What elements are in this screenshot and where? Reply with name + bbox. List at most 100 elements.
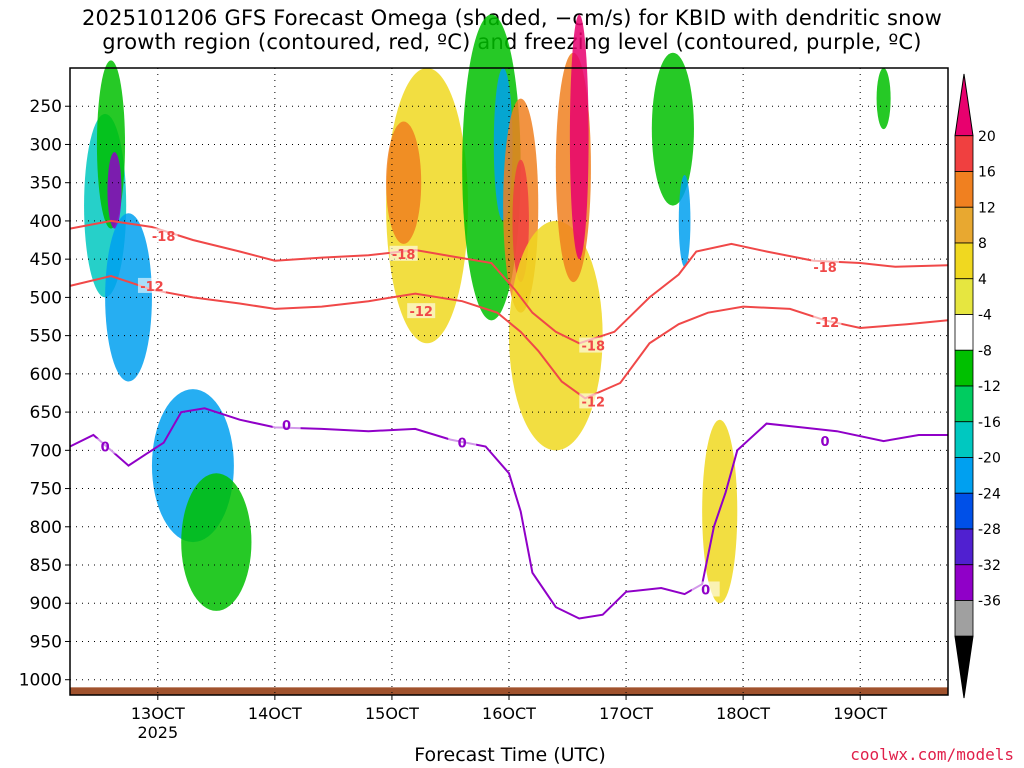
colorbar-segment: [954, 421, 974, 458]
colorbar-segment: [954, 528, 974, 566]
contour-freezing-level: [69, 407, 948, 620]
contour-label-bg: [272, 417, 301, 433]
x-tick-label: 17OCT: [599, 704, 653, 723]
omega-region-3: [105, 213, 152, 382]
colorbar-label: -24: [978, 486, 1001, 502]
colorbar-bottom-arrow: [954, 635, 974, 699]
x-tick-label: 15OCT: [365, 704, 419, 723]
chart-title-line-1: 2025101206 GFS Forecast Omega (shaded, −…: [81, 6, 943, 30]
grid: [70, 68, 948, 695]
colorbar-label: 16: [978, 165, 996, 181]
contour-label-bg: [813, 313, 842, 329]
colorbar-segment: [954, 457, 974, 494]
contour-label-bg: [579, 393, 608, 409]
contour-label-bg: [811, 433, 840, 449]
x-tick-label: 18OCT: [716, 704, 770, 723]
x-tick-label: 14OCT: [248, 704, 302, 723]
omega-region-16: [678, 175, 691, 267]
x-axis-label: Forecast Time (UTC): [414, 744, 606, 766]
contour-label-bg: [448, 434, 477, 450]
contour-label-bg: [691, 581, 720, 597]
ground-strip: [70, 687, 948, 695]
contour-label-freezing-level: 0: [282, 419, 291, 434]
contour-label-dgz-minus12: -12: [409, 305, 433, 320]
colorbar-label: 4: [978, 272, 987, 288]
contour-dgz-minus12: [69, 274, 949, 400]
colorbar-label: -20: [978, 451, 1001, 467]
omega-region-18: [876, 68, 891, 130]
omega-region-7: [386, 121, 422, 244]
contour-label-bg: [579, 337, 608, 353]
omega-region-14: [569, 14, 589, 260]
x-tick-label: 13OCT: [131, 704, 185, 723]
contour-label-freezing-level: 0: [701, 583, 710, 598]
x-tick-label: 16OCT: [482, 704, 536, 723]
colorbar-label: -16: [978, 415, 1001, 431]
colorbar-label: 8: [978, 236, 987, 252]
contour-label-bg: [91, 438, 120, 454]
colorbar-segment: [954, 564, 974, 601]
contour-label-dgz-minus18: -18: [152, 230, 176, 245]
omega-region-5: [181, 473, 252, 611]
y-tick-label: 550: [30, 327, 62, 347]
contour-label-dgz-minus12: -12: [140, 280, 164, 295]
contour-label-bg: [811, 258, 840, 274]
colorbar-label: 12: [978, 200, 996, 216]
contour-label-freezing-level: 0: [101, 440, 110, 455]
contour-label-bg: [407, 303, 436, 319]
contour-label-freezing-level: 0: [821, 435, 830, 450]
contour-label-freezing-level: 0: [458, 437, 467, 452]
colorbar-segment: [954, 242, 974, 280]
colorbar-label: -4: [978, 308, 992, 324]
contour-label-dgz-minus12: -12: [582, 395, 606, 410]
y-tick-label: 300: [30, 135, 62, 155]
colorbar-label: -32: [978, 558, 1001, 574]
y-tick-label: 750: [30, 480, 62, 500]
chart-title: 2025101206 GFS Forecast Omega (shaded, −…: [0, 6, 1024, 54]
colorbar-segment: [954, 278, 974, 315]
source-credit[interactable]: coolwx.com/models: [850, 745, 1014, 764]
contours: -18 -18 -18 -18 -12 -12 -12 -12 0 0 0 0 0: [69, 219, 949, 620]
y-tick-label: 950: [30, 632, 62, 652]
y-tick-label: 250: [30, 97, 62, 117]
colorbar-label: -36: [978, 594, 1001, 610]
contour-label-bg: [389, 245, 418, 261]
colorbar-segment: [954, 492, 974, 530]
y-tick-label: 800: [30, 518, 62, 538]
colorbar-segment: [954, 171, 974, 208]
y-tick-label: 1000: [19, 671, 62, 691]
colorbar-top-arrow: [954, 73, 974, 137]
colorbar-segment: [954, 314, 974, 351]
y-tick-label: 350: [30, 174, 62, 194]
colorbar-segment: [954, 385, 974, 423]
y-tick-label: 700: [30, 441, 62, 461]
y-tick-label: 900: [30, 594, 62, 614]
omega-region-2: [107, 152, 122, 229]
y-tick-label: 600: [30, 365, 62, 385]
y-tick-label: 850: [30, 556, 62, 576]
y-tick-label: 400: [30, 212, 62, 232]
y-axis: 250 300 350 400 450 500 550 600 650 700 750 800 850 9…: [19, 97, 70, 691]
omega-region-15: [651, 52, 694, 206]
colorbar-label: -8: [978, 343, 992, 359]
colorbar-segment: [954, 206, 974, 244]
colorbar-segment: [954, 135, 974, 172]
colorbar-label: -12: [978, 379, 1001, 395]
chart-title-line-2: growth region (contoured, red, ºC) and f…: [102, 30, 922, 54]
contour-label-dgz-minus12: -12: [816, 316, 840, 331]
contour-dgz-minus18: [69, 219, 949, 345]
colorbar-segment: [954, 349, 974, 387]
colorbar: 20 16 12 8 4 -4 -8 -12 -16 -20 -24 -28 -32 -36: [954, 73, 1001, 699]
x-tick-sublabel: 2025: [137, 723, 178, 742]
colorbar-label: 20: [978, 129, 996, 145]
contour-label-bg: [149, 228, 178, 244]
y-tick-label: 450: [30, 250, 62, 270]
contour-label-dgz-minus18: -18: [813, 261, 837, 276]
contour-label-dgz-minus18: -18: [392, 248, 416, 263]
contour-label-dgz-minus18: -18: [582, 340, 606, 355]
contour-label-bg: [137, 277, 166, 293]
y-tick-label: 650: [30, 403, 62, 423]
x-tick-label: 19OCT: [833, 704, 887, 723]
